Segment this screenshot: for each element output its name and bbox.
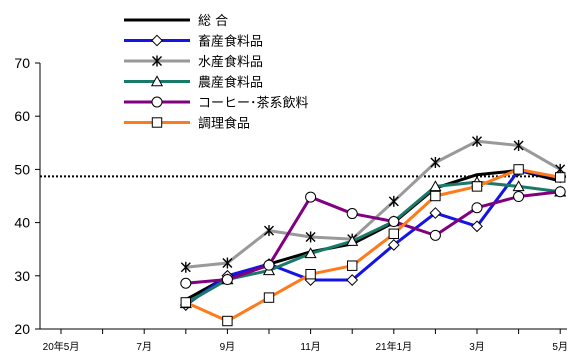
data-point-diamond: [429, 207, 442, 219]
data-point-triangle: [150, 75, 164, 87]
data-point-circle: [180, 277, 192, 289]
data-point-square: [347, 260, 358, 271]
data-point-circle: [513, 191, 525, 203]
axes: [39, 63, 567, 330]
x-tick-label: 20年5月: [43, 340, 80, 353]
x-tick-label: 7月: [136, 341, 152, 353]
series-2: [180, 135, 566, 273]
x-axis-ticks: 20年5月 7月 9月 11月 21年1月 3月 5月: [43, 329, 568, 353]
data-point-asterisk: [472, 135, 482, 147]
series-line: [185, 139, 561, 269]
y-tick-label: 20: [14, 321, 30, 337]
legend-label: 農産食料品: [198, 75, 263, 91]
data-point-diamond: [471, 220, 483, 233]
data-point-circle: [471, 202, 483, 214]
data-point-asterisk: [222, 257, 233, 269]
series-line: [185, 180, 561, 305]
data-point-diamond: [151, 34, 163, 47]
data-point-asterisk: [513, 139, 524, 151]
data-point-asterisk: [180, 261, 191, 273]
data-point-circle: [151, 96, 163, 108]
legend-item: コーヒー･茶系飲料: [124, 95, 309, 111]
data-point-circle: [221, 274, 233, 286]
data-point-triangle: [512, 180, 525, 192]
series-line: [184, 168, 561, 307]
data-point-square: [430, 190, 441, 202]
data-point-square: [471, 181, 483, 192]
data-point-circle: [429, 229, 441, 241]
data-point-asterisk: [152, 55, 162, 67]
y-axis-ticks: 20 30 40 50 60 70: [14, 55, 40, 337]
series-1: [179, 164, 567, 311]
data-point-square: [222, 315, 233, 327]
data-point-diamond: [346, 274, 359, 286]
x-tick-label: 21年1月: [375, 340, 412, 353]
legend-item: 農産食料品: [124, 75, 263, 91]
legend-label: 水産食料品: [198, 54, 263, 70]
x-tick-label: 3月: [469, 341, 485, 353]
data-point-square: [513, 164, 524, 175]
y-tick-label: 60: [14, 108, 30, 124]
data-point-circle: [554, 186, 566, 198]
series-line: [185, 167, 561, 323]
data-point-square: [555, 172, 566, 183]
data-point-asterisk: [264, 225, 274, 237]
legend-item: 水産食料品: [124, 54, 263, 70]
data-point-square: [305, 269, 316, 280]
x-tick-label: 11月: [300, 341, 320, 353]
y-tick-label: 30: [14, 268, 30, 284]
data-point-square: [388, 228, 400, 239]
series-3: [179, 175, 567, 309]
data-point-square: [263, 292, 275, 303]
legend-item: 総 合: [124, 14, 228, 29]
legend-label: コーヒー･茶系飲料: [198, 95, 309, 111]
legend-label: 調理食品: [198, 116, 250, 132]
data-point-asterisk: [388, 195, 399, 207]
data-point-triangle: [304, 247, 317, 259]
series-group: [179, 135, 567, 327]
data-point-triangle: [429, 180, 442, 192]
y-tick-label: 50: [14, 161, 30, 177]
legend-label: 畜産食料品: [198, 34, 263, 50]
data-point-circle: [305, 191, 317, 203]
x-tick-label: 5月: [552, 341, 568, 353]
data-point-asterisk: [430, 156, 441, 168]
data-point-asterisk: [305, 231, 316, 243]
data-point-diamond: [387, 239, 400, 251]
data-point-square: [151, 117, 163, 128]
data-point-circle: [263, 259, 275, 271]
data-point-square: [180, 297, 192, 308]
series-4: [180, 186, 566, 289]
legend-label: 総 合: [198, 14, 228, 29]
series-line: [185, 190, 561, 285]
y-tick-label: 40: [14, 215, 30, 231]
series-5: [180, 164, 566, 327]
data-point-triangle: [346, 234, 359, 246]
y-tick-label: 70: [14, 55, 30, 71]
legend-item: 畜産食料品: [124, 34, 263, 50]
legend-item: 調理食品: [124, 116, 250, 132]
data-point-circle: [388, 216, 400, 228]
x-tick-label: 9月: [220, 341, 236, 353]
data-point-circle: [346, 208, 358, 220]
